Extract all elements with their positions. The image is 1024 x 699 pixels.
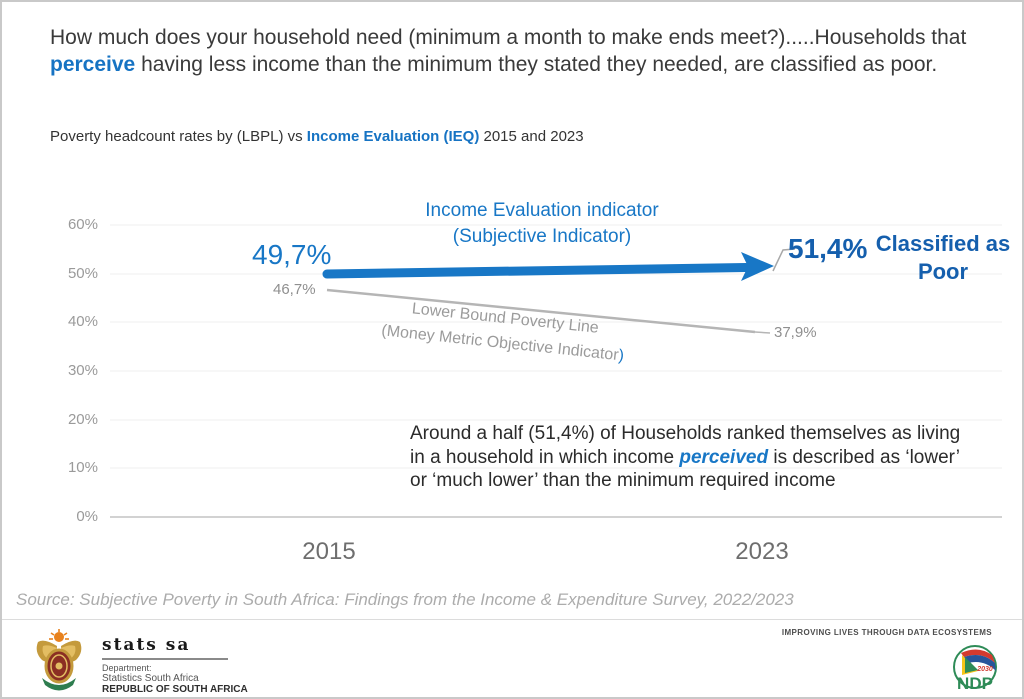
statssa-logo-block: stats sa Department: Statistics South Af… bbox=[102, 635, 302, 695]
sun bbox=[49, 629, 69, 642]
ieq-series-title-line1: Income Evaluation indicator bbox=[425, 200, 659, 221]
data-label-lbpl-2023: 37,9% bbox=[774, 324, 817, 341]
page-title: How much does your household need (minim… bbox=[50, 24, 1000, 78]
note-part1: Around a half (51,4%) of Households rank… bbox=[410, 423, 961, 468]
y-tick-0: 0% bbox=[76, 508, 98, 525]
ieq-arrow-shaft bbox=[322, 263, 751, 279]
data-label-ieq-2023: 51,4% bbox=[788, 233, 868, 264]
statssa-name: Statistics South Africa bbox=[102, 673, 199, 684]
statssa-republic: REPUBLIC OF SOUTH AFRICA bbox=[102, 684, 248, 695]
y-tick-30: 30% bbox=[67, 362, 98, 379]
lbpl-line bbox=[326, 288, 756, 334]
classified-as-poor-label: Classified as Poor bbox=[875, 231, 1011, 284]
data-label-ieq-2015: 49,7% bbox=[252, 239, 332, 270]
ieq-series-title-line2: (Subjective Indicator) bbox=[452, 226, 632, 247]
y-tick-50: 50% bbox=[67, 265, 98, 282]
chart-subtitle: Poverty headcount rates by (LBPL) vs Inc… bbox=[50, 128, 584, 145]
ieq-arrow-head bbox=[741, 252, 774, 281]
ieq-series-title: Income Evaluation indicator (Subjective … bbox=[392, 198, 692, 250]
title-line1: How much does your household need (minim… bbox=[50, 26, 967, 49]
subtitle-part2: 2015 and 2023 bbox=[479, 128, 584, 145]
footer-tagline: IMPROVING LIVES THROUGH DATA ECOSYSTEMS bbox=[781, 628, 992, 637]
chart-note: Around a half (51,4%) of Households rank… bbox=[410, 422, 962, 493]
subtitle-highlight: Income Evaluation (IEQ) bbox=[306, 128, 480, 145]
data-label-lbpl-2015: 46,7% bbox=[273, 281, 316, 298]
y-tick-40: 40% bbox=[67, 313, 98, 330]
y-tick-10: 10% bbox=[67, 459, 98, 476]
x-tick-2015: 2015 bbox=[302, 538, 356, 565]
statssa-department: Department: bbox=[102, 663, 152, 673]
ieq-leader bbox=[772, 248, 796, 272]
title-line2: having less income than the minimum they… bbox=[135, 53, 938, 76]
ndp-year: 2030 bbox=[976, 666, 993, 673]
lbpl-leader bbox=[754, 331, 771, 334]
y-tick-20: 20% bbox=[67, 411, 98, 428]
lbpl-series-title-paren: ) bbox=[617, 347, 625, 365]
y-tick-60: 60% bbox=[67, 216, 98, 233]
ndp-2030-logo: 2030 NDP bbox=[953, 645, 997, 693]
note-highlight: perceived bbox=[679, 446, 769, 468]
statssa-rule bbox=[102, 658, 228, 660]
x-tick-2023: 2023 bbox=[735, 538, 789, 565]
statssa-brand: stats sa bbox=[102, 635, 191, 655]
coat-of-arms-icon bbox=[36, 629, 82, 691]
footer-divider bbox=[2, 619, 1022, 620]
title-highlight: perceive bbox=[50, 53, 136, 76]
subtitle-part1: Poverty headcount rates by (LBPL) vs bbox=[50, 128, 307, 145]
note-part2: is described as ‘lower’ or ‘much lower’ … bbox=[410, 446, 960, 492]
ndp-name: NDP bbox=[957, 674, 993, 693]
source-citation: Source: Subjective Poverty in South Afri… bbox=[16, 590, 794, 609]
